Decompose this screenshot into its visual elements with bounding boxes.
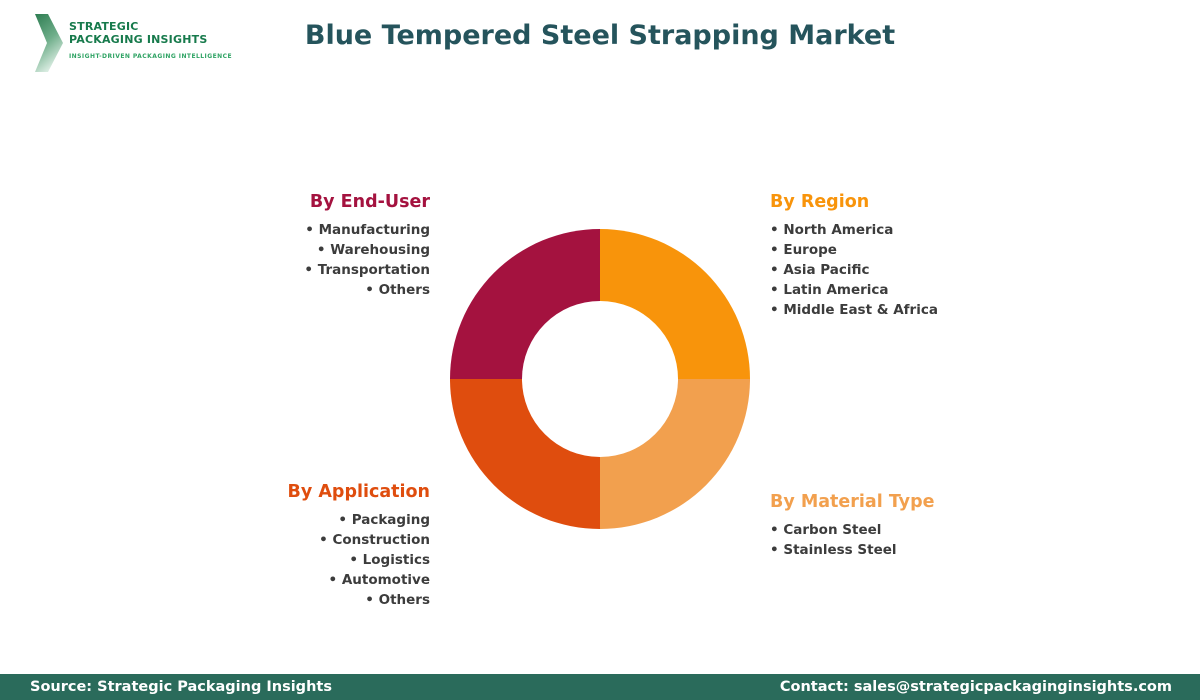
- section-title-end-user: By End-User: [309, 192, 430, 212]
- section-by-end-user: By End-User Manufacturing Warehousing Tr…: [170, 192, 430, 300]
- list-item: Asia Pacific: [770, 260, 1030, 280]
- list-item: Others: [170, 280, 430, 300]
- list-item: Others: [170, 590, 430, 610]
- footer-bar: Source: Strategic Packaging Insights Con…: [0, 674, 1200, 700]
- list-item: Middle East & Africa: [770, 300, 1030, 320]
- page-title: Blue Tempered Steel Strapping Market: [304, 20, 896, 51]
- company-logo: STRATEGIC PACKAGING INSIGHTS INSIGHT-DRI…: [35, 14, 232, 72]
- list-item: Latin America: [770, 280, 1030, 300]
- donut-chart: [450, 229, 750, 529]
- list-item: Stainless Steel: [770, 540, 1030, 560]
- logo-line1: STRATEGIC: [69, 20, 139, 33]
- logo-text: STRATEGIC PACKAGING INSIGHTS INSIGHT-DRI…: [69, 14, 232, 60]
- logo-tagline: INSIGHT-DRIVEN PACKAGING INTELLIGENCE: [69, 53, 233, 60]
- section-title-region: By Region: [770, 192, 870, 212]
- footer-contact: Contact: sales@strategicpackaginginsight…: [779, 679, 1172, 695]
- chevron-arrow-icon: [35, 14, 63, 72]
- end-user-list: Manufacturing Warehousing Transportation…: [170, 220, 430, 300]
- list-item: Logistics: [170, 550, 430, 570]
- section-by-material-type: By Material Type Carbon Steel Stainless …: [770, 492, 1030, 560]
- list-item: Carbon Steel: [770, 520, 1030, 540]
- section-title-application: By Application: [287, 482, 430, 502]
- footer-source: Source: Strategic Packaging Insights: [30, 679, 332, 695]
- donut-hole: [522, 301, 678, 457]
- list-item: Manufacturing: [170, 220, 430, 240]
- list-item: North America: [770, 220, 1030, 240]
- section-by-application: By Application Packaging Construction Lo…: [170, 482, 430, 610]
- application-list: Packaging Construction Logistics Automot…: [170, 510, 430, 610]
- list-item: Automotive: [170, 570, 430, 590]
- list-item: Warehousing: [170, 240, 430, 260]
- logo-line2: PACKAGING INSIGHTS: [69, 33, 208, 46]
- section-title-material-type: By Material Type: [770, 492, 935, 512]
- material-type-list: Carbon Steel Stainless Steel: [770, 520, 1030, 560]
- region-list: North America Europe Asia Pacific Latin …: [770, 220, 1030, 320]
- list-item: Packaging: [170, 510, 430, 530]
- list-item: Transportation: [170, 260, 430, 280]
- list-item: Europe: [770, 240, 1030, 260]
- list-item: Construction: [170, 530, 430, 550]
- section-by-region: By Region North America Europe Asia Paci…: [770, 192, 1030, 320]
